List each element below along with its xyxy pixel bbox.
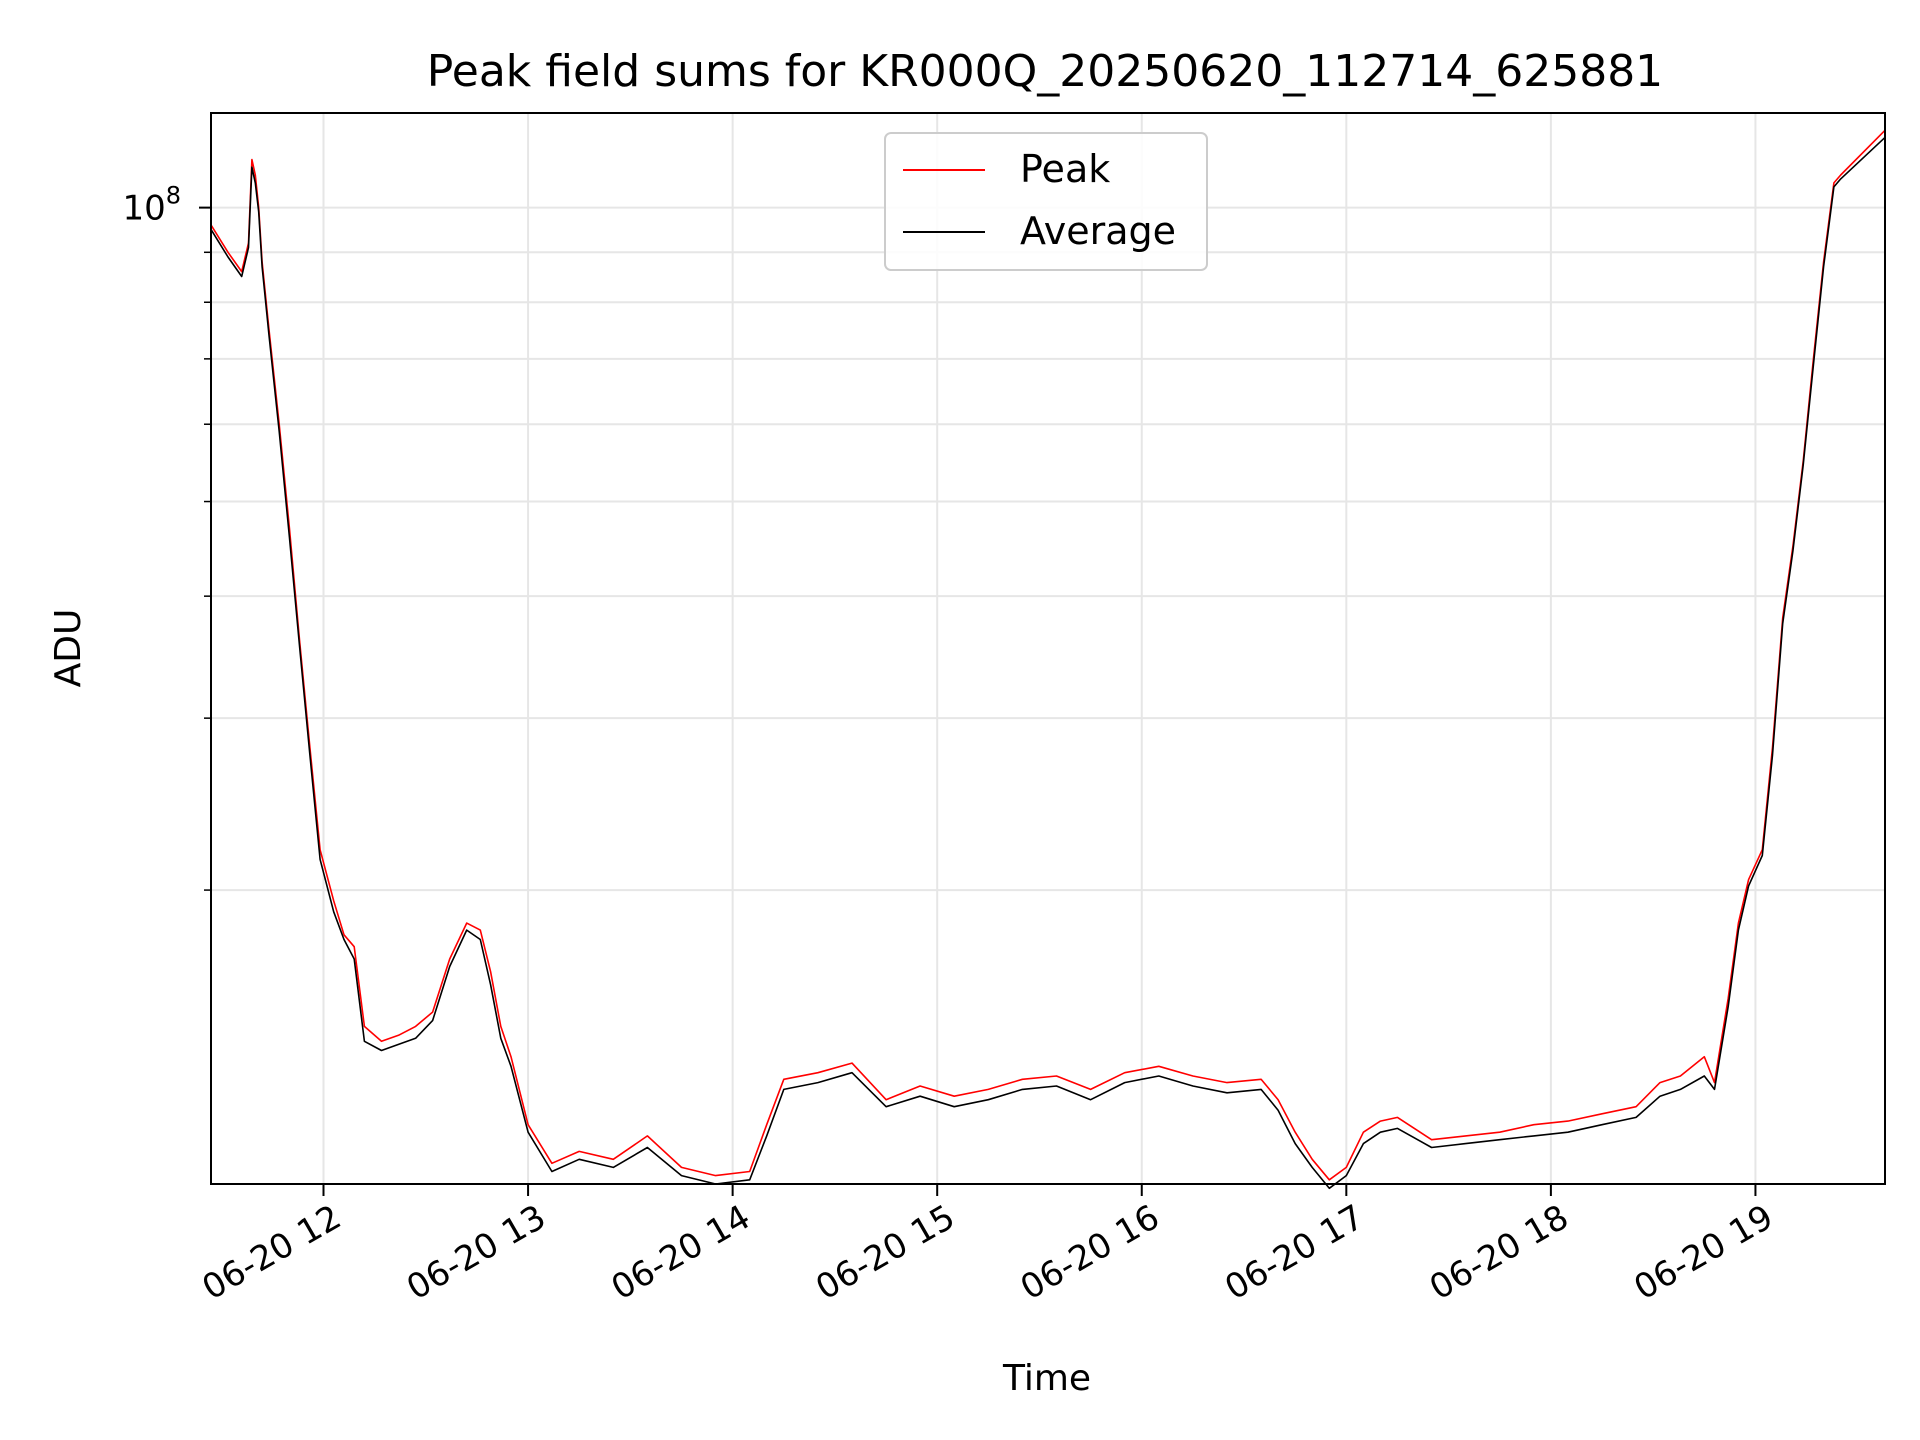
x-tick-label: 06-20 12 (196, 1197, 348, 1308)
x-tick-label: 06-20 17 (1218, 1197, 1370, 1308)
legend: Peak Average (884, 132, 1208, 271)
grid-lines (211, 113, 1885, 1184)
legend-box (884, 132, 1208, 271)
series-layer (210, 129, 1886, 1190)
series-line-peak (210, 129, 1886, 1181)
chart-title: Peak field sums for KR000Q_20250620_1127… (427, 46, 1663, 97)
x-tick-label: 06-20 13 (400, 1197, 552, 1308)
x-axis-label: Time (1002, 1358, 1091, 1399)
x-axis: 06-20 12 06-20 13 06-20 14 06-20 15 06-20 16… (196, 1184, 1780, 1308)
y-axis-label: ADU (48, 609, 89, 688)
x-tick-label: 06-20 14 (605, 1197, 757, 1308)
y-tick-label: 108 (122, 182, 181, 229)
y-axis: 108 (122, 182, 211, 891)
x-tick-label: 06-20 18 (1423, 1197, 1575, 1308)
x-tick-label: 06-20 19 (1628, 1197, 1780, 1308)
series-line-average (210, 136, 1886, 1190)
legend-label-peak: Peak (1020, 147, 1110, 191)
x-tick-label: 06-20 15 (809, 1197, 961, 1308)
x-tick-label: 06-20 16 (1014, 1197, 1166, 1308)
legend-label-average: Average (1020, 209, 1176, 253)
plot-frame (210, 112, 1886, 1185)
